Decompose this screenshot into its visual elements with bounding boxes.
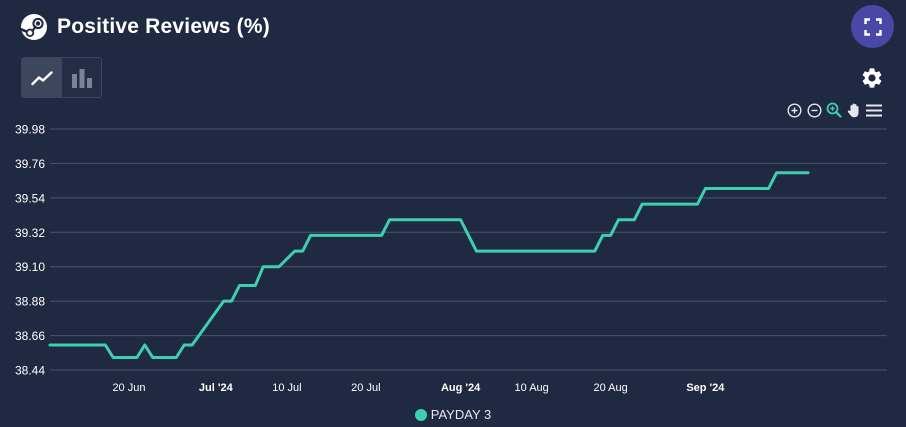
chart-legend: PAYDAY 3 xyxy=(0,407,906,422)
y-tick-label: 39.76 xyxy=(15,157,45,171)
y-tick-label: 39.54 xyxy=(15,191,45,205)
y-tick-label: 39.98 xyxy=(15,123,45,137)
legend-label[interactable]: PAYDAY 3 xyxy=(430,407,492,422)
zoom-out-button[interactable] xyxy=(806,102,822,118)
selection-zoom-icon xyxy=(826,102,842,118)
chart-toolbar xyxy=(786,102,882,118)
x-tick-label: Sep '24 xyxy=(686,382,725,394)
bar-chart-icon xyxy=(71,68,92,88)
y-tick-label: 38.44 xyxy=(15,364,45,378)
x-tick-label: 20 Jul xyxy=(351,382,380,394)
x-tick-label: 10 Aug xyxy=(515,382,549,394)
bar-chart-button[interactable] xyxy=(61,58,101,97)
x-tick-label: Jul '24 xyxy=(199,382,234,394)
hamburger-menu-icon xyxy=(866,104,882,116)
y-tick-label: 39.10 xyxy=(15,260,45,274)
gear-icon[interactable] xyxy=(860,66,884,90)
y-tick-label: 38.88 xyxy=(15,295,45,309)
steam-logo-icon xyxy=(20,14,47,40)
fullscreen-icon xyxy=(863,17,882,36)
y-tick-label: 39.32 xyxy=(15,226,45,240)
x-tick-label: 10 Jul xyxy=(272,382,301,394)
x-tick-label: 20 Jun xyxy=(112,382,145,394)
line-chart-button[interactable] xyxy=(22,58,61,97)
legend-marker[interactable] xyxy=(414,408,427,421)
zoom-out-icon xyxy=(806,102,822,118)
selection-zoom-button[interactable] xyxy=(826,102,842,118)
x-tick-label: Aug '24 xyxy=(441,382,481,394)
series-line xyxy=(48,171,810,359)
chart-header: Positive Reviews (%) xyxy=(20,10,270,44)
fullscreen-button[interactable] xyxy=(851,5,894,48)
pan-button[interactable] xyxy=(846,102,862,118)
zoom-in-button[interactable] xyxy=(786,102,802,118)
x-tick-label: 20 Aug xyxy=(593,382,627,394)
pan-hand-icon xyxy=(847,103,858,118)
zoom-in-icon xyxy=(786,102,802,118)
menu-button[interactable] xyxy=(866,102,882,118)
page-title: Positive Reviews (%) xyxy=(57,15,270,38)
y-tick-label: 38.66 xyxy=(15,329,45,343)
chart-type-toggle xyxy=(21,57,102,98)
line-chart-icon xyxy=(30,70,53,85)
